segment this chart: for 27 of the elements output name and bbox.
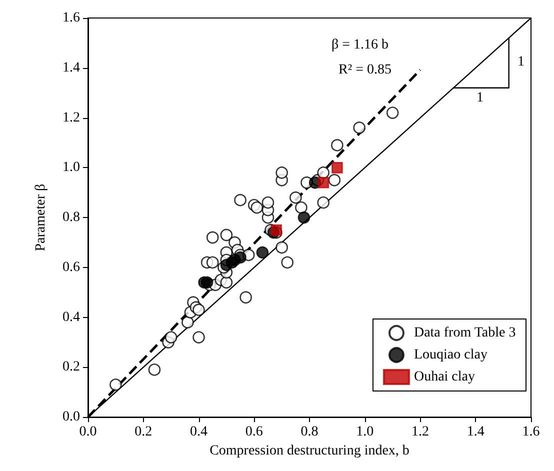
annotation: β = 1.16 b — [331, 38, 389, 52]
y-tick-label: 1.0 — [62, 160, 80, 176]
x-tick-label: 1.0 — [356, 424, 374, 440]
y-tick-label: 1.4 — [62, 60, 80, 76]
legend-label: Data from Table 3 — [414, 326, 516, 340]
x-tick-label: 0.8 — [300, 424, 318, 440]
y-axis-title: Parameter β — [34, 184, 48, 252]
y-tick-label: 1.2 — [62, 110, 80, 126]
x-tick-label: 0.0 — [79, 424, 97, 440]
x-tick-label: 1.2 — [412, 424, 429, 440]
x-tick-label: 0.2 — [134, 424, 152, 440]
x-tick-label: 1.6 — [522, 424, 540, 440]
x-axis-title: Compression destructuring index, b — [210, 444, 410, 458]
y-tick-label: 1.6 — [62, 10, 80, 26]
y-tick-label: 0.6 — [62, 260, 80, 275]
annotation: 1 — [518, 54, 524, 70]
x-tick-label: 1.4 — [466, 424, 484, 440]
annotation: R² = 0.85 — [338, 62, 392, 78]
y-tick-label: 0.8 — [62, 210, 80, 226]
x-tick-label: 0.4 — [190, 424, 208, 440]
y-tick-label: 0.4 — [62, 310, 80, 325]
y-tick-label: 0.0 — [62, 410, 80, 425]
legend-label: Ouhai clay — [414, 370, 475, 384]
y-tick-label: 0.2 — [62, 360, 80, 375]
legend-label: Louqiao clay — [414, 348, 488, 362]
x-tick-label: 0.6 — [245, 424, 263, 440]
annotation: 1 — [476, 90, 484, 106]
